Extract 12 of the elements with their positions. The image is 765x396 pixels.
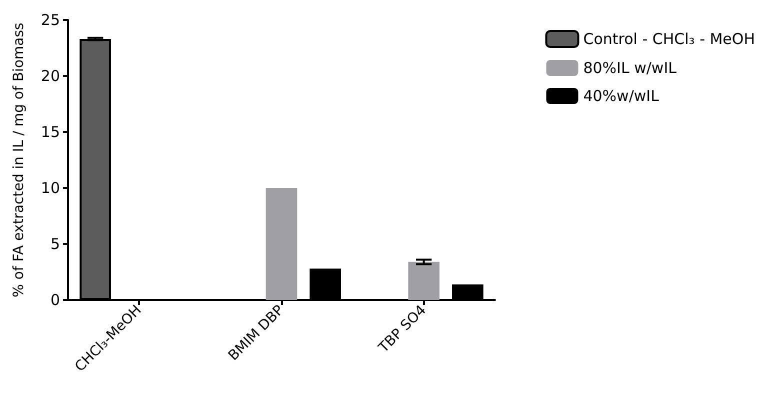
y-tick-label: 15: [40, 123, 60, 141]
y-tick-label: 20: [40, 67, 60, 85]
bar: [408, 262, 440, 300]
y-tick-label: 10: [40, 179, 60, 197]
y-axis-title: % of FA extracted in IL / mg of Biomass: [11, 22, 27, 298]
y-tick-label: 5: [50, 235, 60, 253]
legend-label: Control - CHCl₃ - MeOH: [583, 30, 756, 48]
y-tick-label: 0: [50, 291, 60, 309]
legend-label: 80%IL w/wIL: [583, 59, 678, 77]
legend-label: 40%w/wIL: [583, 87, 660, 105]
y-tick-label: 25: [40, 11, 60, 29]
bar: [266, 188, 298, 300]
